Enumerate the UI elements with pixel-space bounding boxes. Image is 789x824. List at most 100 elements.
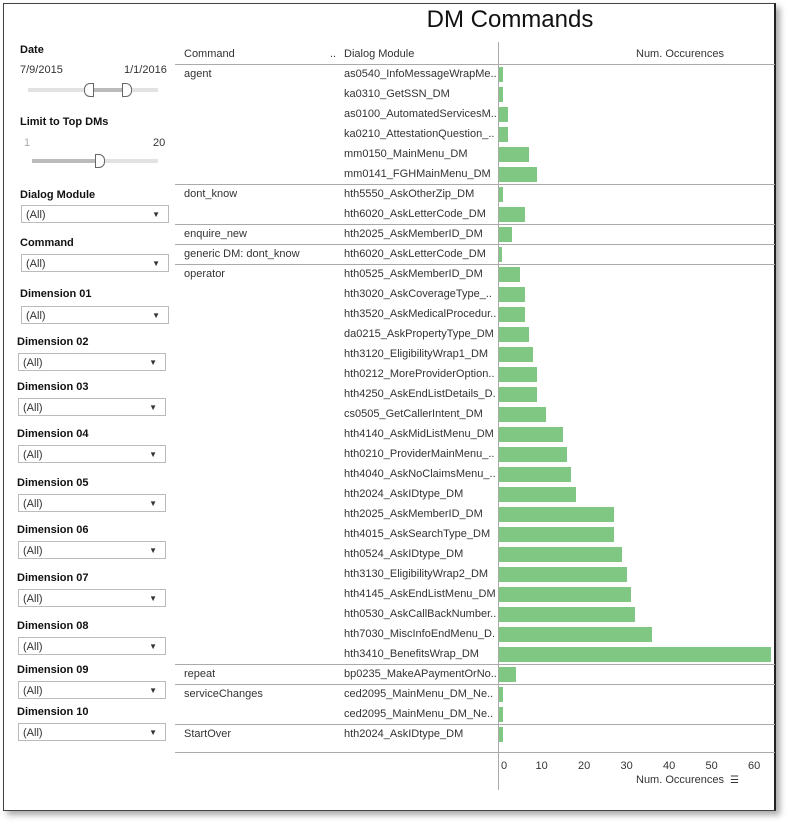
bar[interactable] — [499, 367, 538, 382]
bar[interactable] — [499, 447, 567, 462]
bar[interactable] — [499, 667, 516, 682]
bar[interactable] — [499, 487, 576, 502]
filter-dropdown[interactable]: (All) ▼ — [21, 254, 169, 272]
dropdown-value: (All) — [26, 310, 46, 322]
dialog-module-cell[interactable]: as0100_AutomatedServicesM.. — [344, 108, 496, 120]
bar[interactable] — [499, 247, 502, 262]
dialog-module-cell[interactable]: ka0210_AttestationQuestion_.. — [344, 128, 495, 140]
bar[interactable] — [499, 687, 504, 702]
bar[interactable] — [499, 567, 627, 582]
dialog-module-cell[interactable]: hth2025_AskMemberID_DM — [344, 228, 483, 240]
bar[interactable] — [499, 427, 563, 442]
bar[interactable] — [499, 307, 525, 322]
bar[interactable] — [499, 167, 538, 182]
dialog-module-cell[interactable]: hth0530_AskCallBackNumber.. — [344, 608, 496, 620]
bar[interactable] — [499, 727, 504, 742]
filter-dropdown[interactable]: (All) ▼ — [18, 494, 166, 512]
bar[interactable] — [499, 287, 525, 302]
bar[interactable] — [499, 627, 652, 642]
dialog-module-cell[interactable]: hth4040_AskNoClaimsMenu_.. — [344, 468, 496, 480]
dialog-module-cell[interactable]: as0540_InfoMessageWrapMe.. — [344, 68, 496, 80]
dialog-module-cell[interactable]: ced2095_MainMenu_DM_Ne.. — [344, 708, 494, 720]
bar[interactable] — [499, 187, 504, 202]
bar[interactable] — [499, 607, 635, 622]
sort-icon[interactable]: ☰ — [730, 775, 739, 786]
chevron-down-icon: ▼ — [149, 594, 157, 603]
dialog-module-cell[interactable]: hth4145_AskEndListMenu_DM — [344, 588, 496, 600]
bar[interactable] — [499, 127, 508, 142]
bar[interactable] — [499, 207, 525, 222]
dialog-module-cell[interactable]: hth0210_ProviderMainMenu_.. — [344, 448, 495, 460]
bar[interactable] — [499, 67, 504, 82]
command-cell[interactable]: enquire_new — [184, 228, 247, 240]
dialog-module-cell[interactable]: hth7030_MiscInfoEndMenu_D.. — [344, 628, 496, 640]
dialog-module-cell[interactable]: hth3020_AskCoverageType_.. — [344, 288, 492, 300]
bar[interactable] — [499, 407, 546, 422]
filter-dropdown[interactable]: (All) ▼ — [18, 681, 166, 699]
bar[interactable] — [499, 507, 614, 522]
bar[interactable] — [499, 527, 614, 542]
filter-dropdown[interactable]: (All) ▼ — [18, 445, 166, 463]
command-cell[interactable]: generic DM: dont_know — [184, 248, 300, 260]
dialog-module-cell[interactable]: hth2025_AskMemberID_DM — [344, 508, 483, 520]
bar[interactable] — [499, 387, 538, 402]
bar[interactable] — [499, 227, 512, 242]
date-start-handle[interactable] — [84, 83, 94, 97]
dialog-module-cell[interactable]: ced2095_MainMenu_DM_Ne.. — [344, 688, 494, 700]
dialog-module-cell[interactable]: hth2024_AskIDtype_DM — [344, 728, 464, 740]
dialog-module-cell[interactable]: hth6020_AskLetterCode_DM — [344, 208, 486, 220]
dialog-module-cell[interactable]: hth3410_BenefitsWrap_DM — [344, 648, 479, 660]
header-command[interactable]: Command — [184, 48, 235, 60]
dialog-module-cell[interactable]: hth2024_AskIDtype_DM — [344, 488, 464, 500]
header-num-occurences[interactable]: Num. Occurences — [636, 48, 725, 60]
filter-dropdown[interactable]: (All) ▼ — [21, 205, 169, 223]
header-dialog-module[interactable]: Dialog Module — [344, 48, 415, 60]
command-cell[interactable]: serviceChanges — [184, 688, 263, 700]
dialog-module-cell[interactable]: hth0212_MoreProviderOption.. — [344, 368, 495, 380]
limit-handle[interactable] — [95, 154, 105, 168]
filter-dropdown[interactable]: (All) ▼ — [21, 306, 169, 324]
command-cell[interactable]: dont_know — [184, 188, 238, 200]
dialog-module-cell[interactable]: cs0505_GetCallerIntent_DM — [344, 408, 483, 420]
command-cell[interactable]: agent — [184, 68, 212, 80]
bar[interactable] — [499, 87, 504, 102]
command-cell[interactable]: StartOver — [184, 728, 232, 740]
limit-min: 1 — [24, 137, 31, 149]
command-cell[interactable]: operator — [184, 268, 225, 280]
dialog-module-cell[interactable]: hth4015_AskSearchType_DM — [344, 528, 491, 540]
bar[interactable] — [499, 327, 529, 342]
dialog-module-cell[interactable]: bp0235_MakeAPaymentOrNo.. — [344, 668, 496, 680]
dialog-module-cell[interactable]: hth4140_AskMidListMenu_DM — [344, 428, 494, 440]
bar[interactable] — [499, 467, 572, 482]
dialog-module-cell[interactable]: hth0524_AskIDtype_DM — [344, 548, 464, 560]
dialog-module-cell[interactable]: hth3130_EligibilityWrap2_DM — [344, 568, 489, 580]
filter-dropdown[interactable]: (All) ▼ — [18, 398, 166, 416]
command-cell[interactable]: repeat — [184, 668, 216, 680]
filter-dropdown[interactable]: (All) ▼ — [18, 353, 166, 371]
bar[interactable] — [499, 587, 631, 602]
bar[interactable] — [499, 647, 771, 662]
bar[interactable] — [499, 547, 623, 562]
dialog-module-cell[interactable]: hth0525_AskMemberID_DM — [344, 268, 483, 280]
filter-dropdown[interactable]: (All) ▼ — [18, 541, 166, 559]
dialog-module-cell[interactable]: hth3520_AskMedicalProcedur.. — [344, 308, 496, 320]
dialog-module-cell[interactable]: mm0150_MainMenu_DM — [344, 148, 468, 160]
bar[interactable] — [499, 347, 533, 362]
dialog-module-cell[interactable]: ka0310_GetSSN_DM — [344, 88, 450, 100]
dialog-module-cell[interactable]: hth6020_AskLetterCode_DM — [344, 248, 486, 260]
dialog-module-cell[interactable]: mm0141_FGHMainMenu_DM — [344, 168, 491, 180]
dialog-module-cell[interactable]: hth4250_AskEndListDetails_D.. — [344, 388, 496, 400]
bar[interactable] — [499, 707, 504, 722]
filter-dropdown[interactable]: (All) ▼ — [18, 589, 166, 607]
dialog-module-cell[interactable]: hth3120_EligibilityWrap1_DM — [344, 348, 489, 360]
bar[interactable] — [499, 107, 508, 122]
bar[interactable] — [499, 267, 521, 282]
filter-label: Dimension 09 — [17, 664, 89, 676]
filter-dropdown[interactable]: (All) ▼ — [18, 723, 166, 741]
dialog-module-cell[interactable]: da0215_AskPropertyType_DM — [344, 328, 494, 340]
bar[interactable] — [499, 147, 529, 162]
filter-dropdown[interactable]: (All) ▼ — [18, 637, 166, 655]
dropdown-value: (All) — [23, 593, 43, 605]
dialog-module-cell[interactable]: hth5550_AskOtherZip_DM — [344, 188, 475, 200]
date-end-handle[interactable] — [122, 83, 132, 97]
